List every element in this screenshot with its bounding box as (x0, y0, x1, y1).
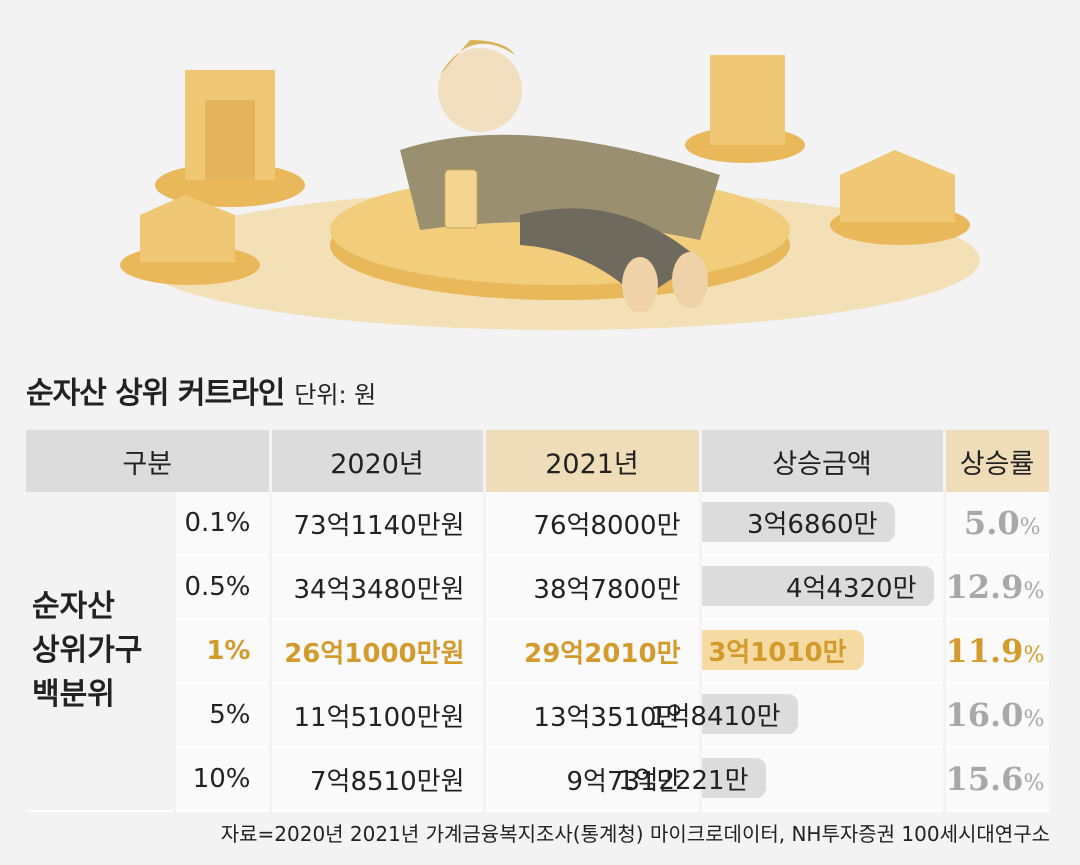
source-note: 자료=2020년 2021년 가계금융복지조사(통계청) 마이크로데이터, NH… (220, 822, 1050, 846)
value-2021-cell: 38억7800만 (484, 555, 702, 620)
increase-label: 3억6860만 (746, 510, 878, 540)
percentile-cell: 0.5% (174, 555, 272, 620)
header-2020: 2020년 (270, 430, 486, 492)
header-category: 구분 (26, 430, 272, 492)
increase-bar (701, 758, 766, 798)
increase-bar (701, 694, 798, 734)
value-2021-cell: 29억2010만 (484, 619, 702, 684)
value-2021-cell: 13억3510만 (484, 683, 702, 748)
rate-unit: % (1023, 579, 1045, 604)
rate-unit: % (1023, 771, 1045, 796)
increase-label: 3억1010만 (708, 638, 847, 668)
rate-unit: % (1023, 643, 1045, 668)
unit-label: 단위: 원 (294, 381, 377, 409)
rate-unit: % (1019, 515, 1041, 540)
table-row: 10% 7억8510만원 9억731만 1억2221만 15.6% (26, 747, 1052, 812)
rate-cell: 5.0% (944, 492, 1052, 556)
rate-value: 11.9 (945, 632, 1024, 670)
value-2021-cell: 9억731만 (484, 747, 702, 812)
increase-bar (701, 566, 934, 606)
table-row: 5% 11억5100만원 13억3510만 1억8410만 16.0% (26, 683, 1052, 748)
increase-cell: 4억4320만 (700, 555, 946, 620)
rate-value: 15.6 (945, 760, 1024, 798)
header-increase: 상승금액 (700, 430, 946, 492)
value-2020-cell: 11억5100만원 (270, 683, 486, 748)
header-rate: 상승률 (944, 430, 1052, 492)
rate-unit: % (1023, 707, 1045, 732)
increase-cell: 1억8410만 (650, 683, 946, 748)
increase-cell: 3억6860만 (700, 492, 946, 556)
group-label-line: 상위가구 (32, 633, 143, 668)
rate-cell: 16.0% (944, 683, 1052, 748)
value-2020-cell: 26억1000만원 (270, 619, 486, 684)
group-label-line: 백분위 (32, 677, 115, 712)
illustration-man-floating-on-coin (120, 40, 980, 330)
value-2020-cell: 7억8510만원 (270, 747, 486, 812)
percentile-cell: 5% (174, 683, 272, 748)
value-2020-cell: 34억3480만원 (270, 555, 486, 620)
increase-label: 1억2221만 (617, 766, 749, 796)
chart-title: 순자산 상위 커트라인 (26, 376, 285, 411)
data-table: 구분 2020년 2021년 상승금액 상승률 순자산 상위가구 백분위 0.1% 73… (26, 430, 1052, 812)
increase-cell: 1억2221만 (618, 747, 946, 812)
rate-value: 16.0 (945, 696, 1024, 734)
value-2021-cell: 76억8000만 (484, 492, 702, 556)
group-label-line: 순자산 (32, 589, 115, 624)
table-row: 1% 26억1000만원 29억2010만 3억1010만 11.9% (26, 619, 1052, 684)
rate-cell: 12.9% (944, 555, 1052, 620)
increase-cell: 3억1010만 (700, 619, 946, 684)
rate-value: 5.0 (963, 504, 1020, 542)
increase-bar (701, 502, 895, 542)
rate-value: 12.9 (945, 568, 1024, 606)
header-2021: 2021년 (484, 430, 702, 492)
table-row: 순자산 상위가구 백분위 0.1% 73억1140만원 76억8000만 3억6860만 5.… (26, 492, 1052, 812)
rate-cell: 11.9% (944, 619, 1052, 684)
percentile-cell: 1% (174, 619, 272, 684)
increase-label: 4억4320만 (785, 574, 917, 604)
increase-label: 1억8410만 (649, 702, 781, 732)
percentile-cell: 0.1% (174, 492, 272, 556)
value-2020-cell: 73억1140만원 (270, 492, 486, 556)
increase-bar (701, 630, 864, 670)
rate-cell: 15.6% (944, 747, 1052, 812)
percentile-cell: 10% (174, 747, 272, 812)
table-row: 0.5% 34억3480만원 38억7800만 4억4320만 12.9% (26, 555, 1052, 620)
